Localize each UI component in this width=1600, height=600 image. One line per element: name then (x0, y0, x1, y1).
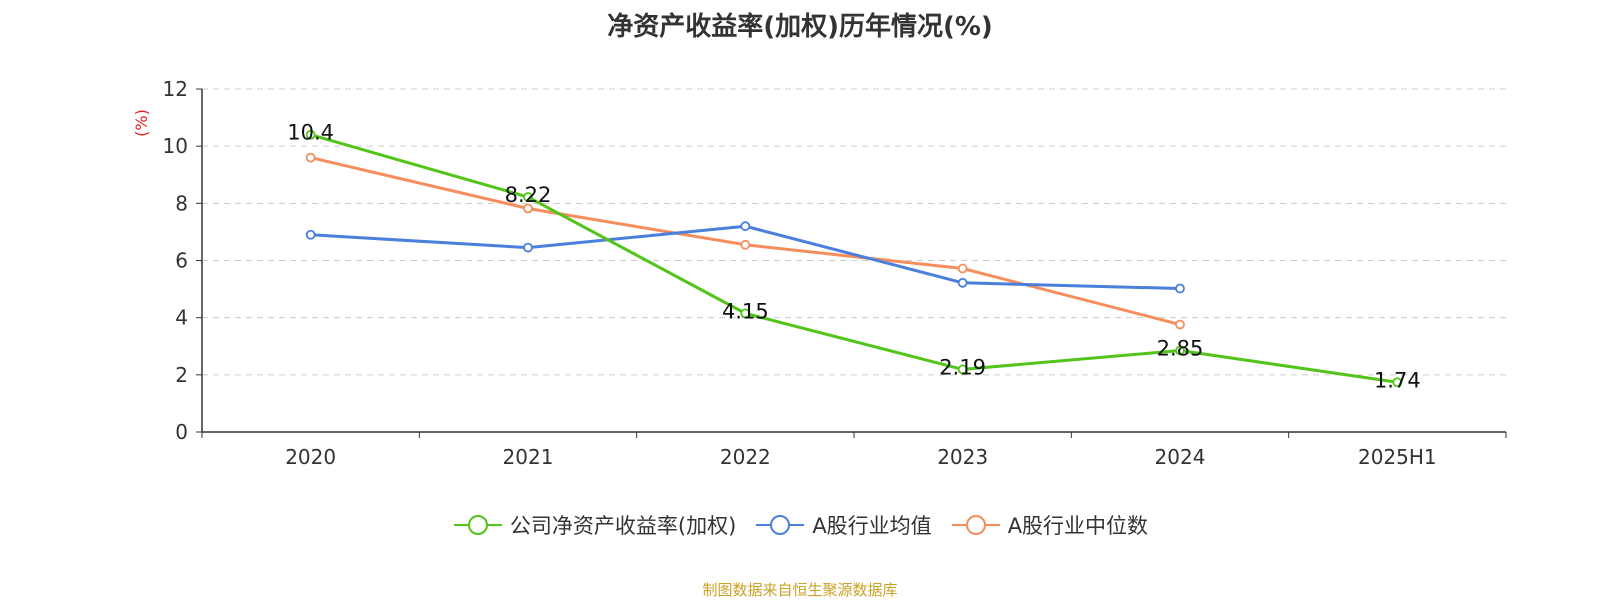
series-line (310, 133, 1398, 384)
data-point[interactable] (740, 308, 751, 319)
legend-marker-icon (453, 515, 502, 535)
data-label: 4.15 (722, 299, 769, 323)
data-point[interactable] (523, 192, 533, 202)
legend-label: A股行业均值 (812, 514, 932, 538)
data-point[interactable] (740, 221, 751, 232)
data-labels: 10.4 8.22 4.15 2.19 2.85 1.74 (287, 121, 1420, 393)
legend-entry[interactable]: A股行业中位数 (950, 510, 1148, 540)
y-tick-label: 0 (175, 420, 188, 444)
legend-entry[interactable]: 公司净资产收益率(加权) (452, 510, 736, 540)
y-tick-label: 8 (175, 191, 188, 215)
data-point[interactable] (957, 263, 968, 274)
legend-label: 公司净资产收益率(加权) (509, 514, 737, 538)
chart-title: 净资产收益率(加权)历年情况(%) (607, 12, 993, 42)
series-lines (305, 129, 1403, 388)
data-label: 8.22 (505, 183, 552, 207)
y-tick-label: 4 (175, 306, 188, 330)
grid-lines (202, 88, 1506, 376)
y-tick-label: 10 (163, 134, 188, 158)
x-tick-label: 2024 (1155, 445, 1206, 469)
data-label: 1.74 (1374, 368, 1421, 392)
axes: 0 2 4 6 8 10 12 2020 2021 2022 2023 2024 2025H1 (%) (132, 77, 1507, 469)
legend-label: A股行业中位数 (1007, 514, 1149, 538)
data-label: 2.85 (1157, 337, 1204, 361)
y-axis-label: (%) (132, 109, 151, 137)
y-tick-label: 6 (175, 249, 188, 273)
x-tick-label: 2020 (285, 445, 336, 469)
data-point[interactable] (957, 364, 968, 375)
legend-marker-icon (756, 515, 805, 535)
data-point[interactable] (1392, 377, 1403, 388)
data-label: 2.19 (939, 355, 986, 379)
y-tick-label: 2 (175, 363, 188, 387)
data-point[interactable] (305, 152, 316, 163)
data-point[interactable] (305, 229, 316, 240)
x-tick-label: 2023 (937, 445, 988, 469)
legend-entry[interactable]: A股行业均值 (754, 510, 932, 540)
y-tick-label: 12 (163, 77, 188, 101)
data-point[interactable] (523, 203, 533, 214)
data-point[interactable] (1175, 319, 1185, 330)
x-tick-label: 2021 (503, 445, 554, 469)
series-line (310, 224, 1181, 291)
data-point[interactable] (523, 242, 533, 253)
data-label: 10.4 (287, 121, 334, 145)
data-point[interactable] (1175, 345, 1185, 356)
legend-marker-icon (951, 515, 1000, 535)
legend: 公司净资产收益率(加权) A股行业均值 A股行业中位数 (0, 510, 1600, 540)
data-point[interactable] (1175, 283, 1185, 294)
data-point[interactable] (957, 277, 968, 288)
x-tick-label: 2025H1 (1358, 445, 1437, 469)
data-point[interactable] (305, 129, 316, 140)
source-note: 制图数据来自恒生聚源数据库 (702, 581, 898, 599)
x-tick-label: 2022 (720, 445, 771, 469)
data-point[interactable] (740, 239, 751, 250)
